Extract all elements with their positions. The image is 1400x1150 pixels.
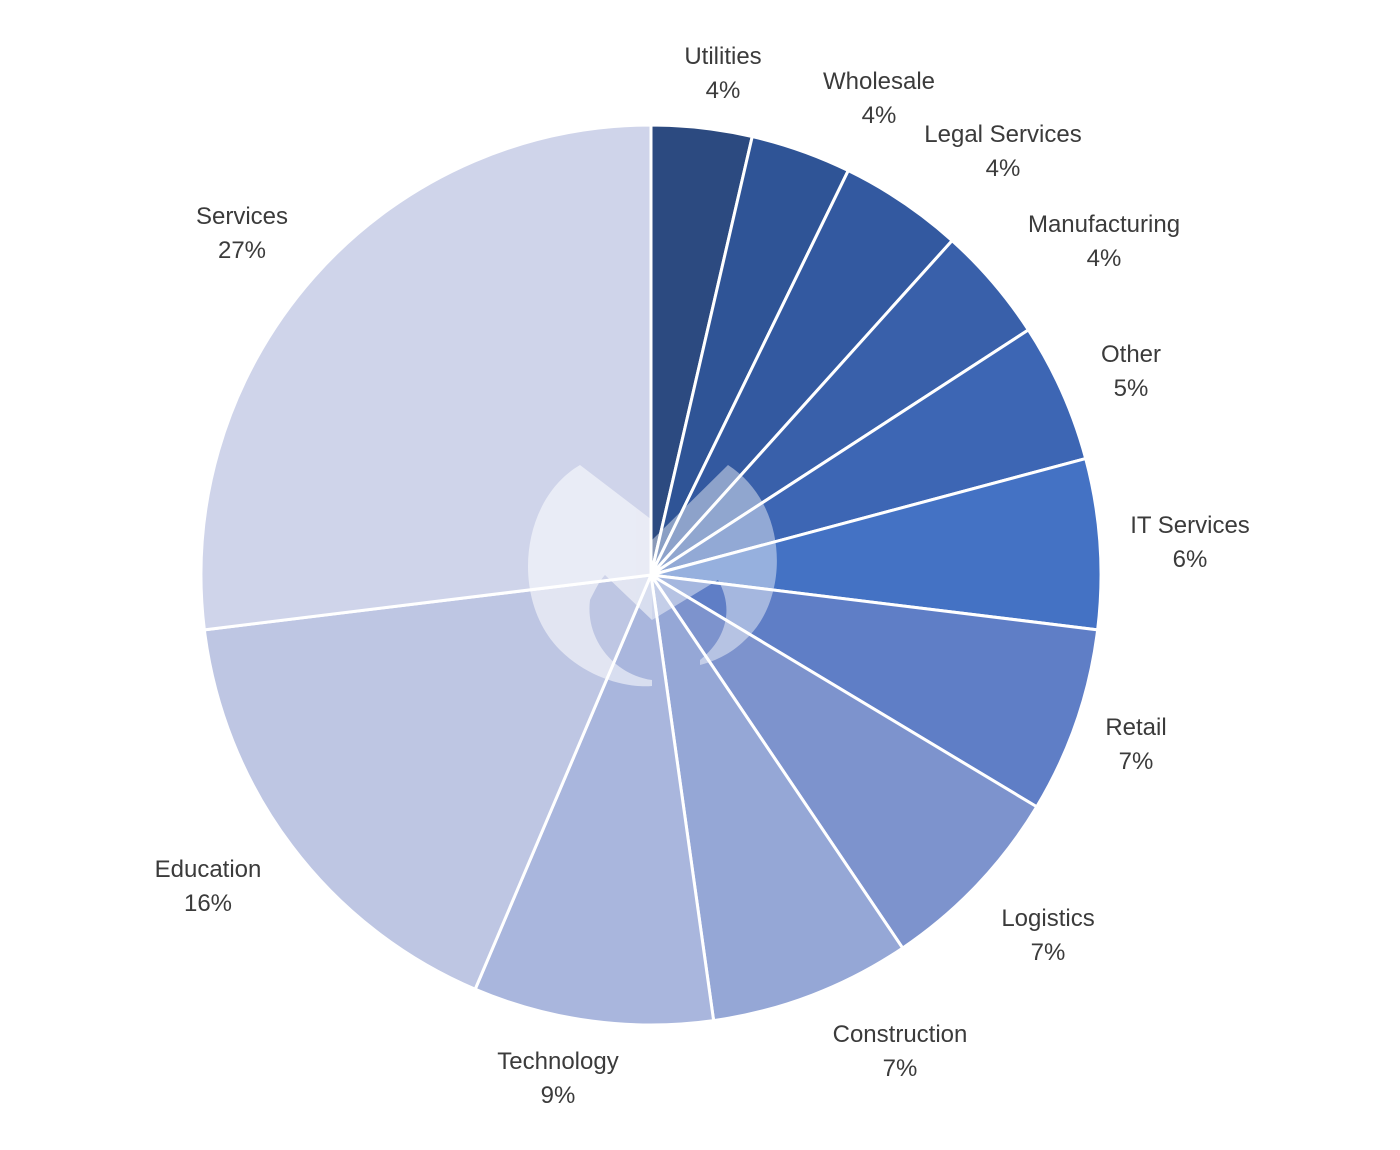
data-label-manufacturing: Manufacturing 4% [1028, 211, 1180, 272]
data-labels: Utilities 4% Wholesale 4%Legal Services 4% Ma… [155, 43, 1250, 1109]
data-label-technology: Technology 9% [497, 1048, 618, 1109]
pie-slices [199, 123, 1103, 1027]
pie-slice-technology [473, 573, 716, 1027]
data-label-construction: Construction 7% [833, 1021, 968, 1082]
pie-slice-logistics [649, 573, 1039, 950]
pie-slice-education [202, 573, 653, 991]
watermark-logo-icon [527, 465, 777, 687]
pie-slice-services [199, 123, 653, 632]
data-label-education: Education 16% [155, 856, 262, 917]
data-label-logistics: Logistics 7% [1001, 905, 1094, 966]
pie-slice-retail [649, 573, 1100, 809]
data-label-other: Other 5% [1101, 341, 1161, 402]
data-label-utilities: Utilities 4% [684, 43, 761, 104]
data-label-retail: Retail 7% [1105, 714, 1166, 775]
data-label-wholesale: Wholesale 4% [823, 68, 935, 129]
data-label-services: Services 27% [196, 203, 288, 264]
data-label-legal-services: Legal Services 4% [924, 121, 1081, 182]
pie-slice-construction [649, 573, 905, 1023]
data-label-it-services: IT Services 6% [1130, 512, 1250, 573]
pie-slice-it-services [649, 457, 1103, 632]
